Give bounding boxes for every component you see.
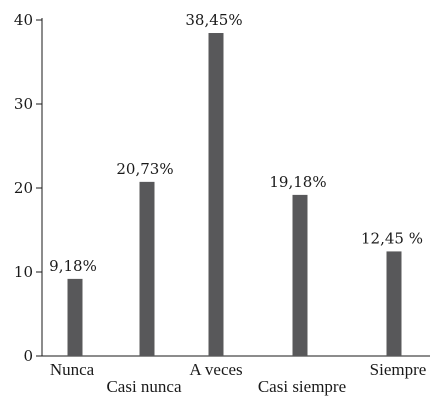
y-tick-label: 40 xyxy=(14,11,33,29)
y-tick-label: 20 xyxy=(14,179,33,197)
y-tick-label: 0 xyxy=(23,347,33,365)
bar-1 xyxy=(139,181,155,356)
category-label-3: Casi siempre xyxy=(258,377,346,396)
data-label-0: 9,18% xyxy=(49,257,97,275)
data-label-2: 38,45% xyxy=(185,11,242,29)
data-label-1: 20,73% xyxy=(116,160,173,178)
category-label-0: Nunca xyxy=(50,360,95,379)
data-label-3: 19,18% xyxy=(269,173,326,191)
y-tick-label: 30 xyxy=(14,95,33,113)
category-labels: Nunca Casi nunca A veces Casi siempre Siempr… xyxy=(50,360,427,396)
data-labels: 9,18% 20,73% 38,45% 19,18% 12,45 % xyxy=(49,11,423,275)
bars xyxy=(67,33,402,357)
category-label-1: Casi nunca xyxy=(106,377,182,396)
data-label-4: 12,45 % xyxy=(361,229,423,247)
bar-4 xyxy=(386,251,402,356)
bar-0 xyxy=(67,278,83,356)
y-tick-label: 10 xyxy=(14,263,33,281)
y-ticks: 0 10 20 30 40 xyxy=(14,11,42,365)
bar-2 xyxy=(208,33,224,357)
category-label-4: Siempre xyxy=(370,360,427,379)
category-label-2: A veces xyxy=(189,360,242,379)
bar-3 xyxy=(292,194,308,356)
